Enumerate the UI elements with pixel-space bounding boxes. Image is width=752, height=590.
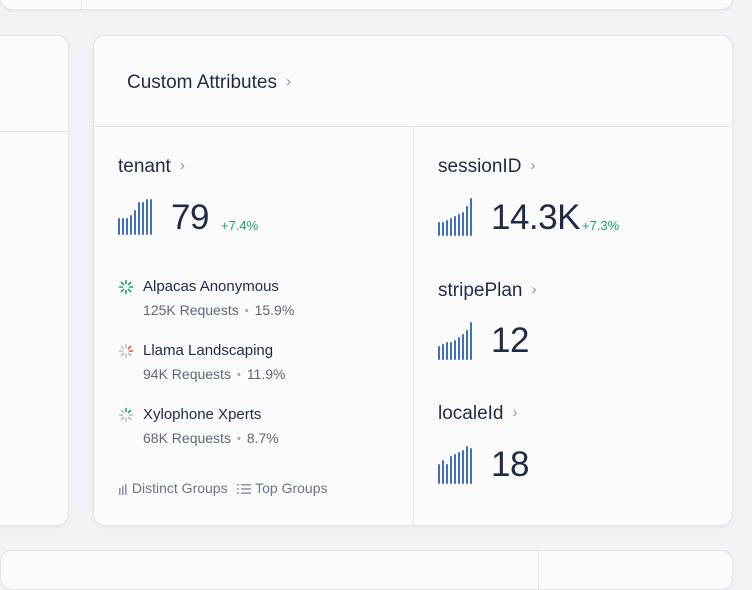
loading-spinner-icon [118, 407, 134, 423]
group-meta: 94K Requests • 11.9% [143, 366, 286, 382]
card-top-partial [0, 0, 733, 10]
stripeplan-bar-chart-icon [438, 322, 472, 360]
tenant-attribute-link[interactable]: tenant › [118, 156, 185, 178]
localeid-bar-chart-icon [438, 446, 472, 484]
sessionid-bar-chart-icon [438, 198, 472, 236]
chevron-right-icon: › [285, 73, 291, 90]
stripeplan-attribute-link[interactable]: stripePlan › [438, 280, 537, 302]
sessionid-name: sessionID [438, 156, 522, 177]
column-divider [413, 126, 414, 525]
loading-spinner-icon [118, 343, 134, 359]
group-name: Alpacas Anonymous [143, 278, 279, 295]
distinct-groups-tab[interactable]: Distinct Groups [118, 480, 231, 496]
card-bottom-partial [0, 550, 733, 590]
localeid-attribute-link[interactable]: localeId › [438, 403, 518, 425]
chevron-right-icon: › [531, 281, 537, 298]
tenant-delta: +7.4% [221, 218, 259, 233]
localeid-name: localeId [438, 403, 504, 424]
tenant-bar-chart-icon [118, 199, 152, 235]
distinct-groups-label: Distinct Groups [131, 480, 228, 496]
top-groups-tab[interactable]: Top Groups [237, 480, 328, 496]
tenant-name: tenant [118, 156, 171, 177]
sessionid-delta: +7.3% [582, 218, 620, 233]
card-header: Custom Attributes › [94, 36, 732, 127]
tenant-value: 79 [171, 198, 209, 237]
tenant-footer: Distinct Groups Top Groups [118, 480, 328, 496]
card-left-partial [0, 35, 69, 526]
list-icon [237, 484, 252, 494]
group-meta: 125K Requests • 15.9% [143, 302, 295, 318]
chevron-right-icon: › [530, 157, 536, 174]
group-meta: 68K Requests • 8.7% [143, 430, 279, 446]
group-name: Llama Landscaping [143, 342, 274, 359]
stripeplan-name: stripePlan [438, 280, 523, 301]
sessionid-attribute-link[interactable]: sessionID › [438, 156, 535, 178]
group-name: Xylophone Xperts [143, 406, 262, 423]
bar-chart-icon [119, 484, 127, 495]
stripeplan-value: 12 [491, 321, 529, 360]
localeid-value: 18 [491, 445, 529, 484]
sessionid-value: 14.3K [491, 198, 580, 237]
custom-attributes-card: Custom Attributes › tenant › 79 +7.4% Alpa… [93, 35, 733, 526]
top-groups-label: Top Groups [255, 480, 328, 496]
chevron-right-icon: › [512, 404, 518, 421]
loading-spinner-icon [118, 279, 134, 295]
custom-attributes-title: Custom Attributes [127, 72, 277, 93]
chevron-right-icon: › [179, 157, 185, 174]
custom-attributes-title-link[interactable]: Custom Attributes › [127, 72, 291, 94]
